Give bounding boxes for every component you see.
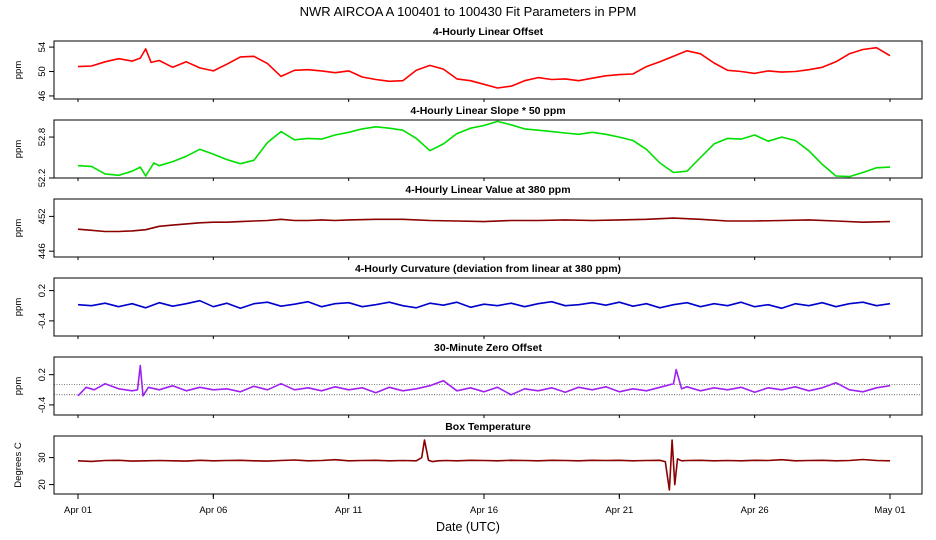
y-tick-label: 0.2: [37, 284, 48, 297]
y-tick-label: 50: [37, 66, 48, 77]
x-tick-label: Apr 01: [64, 505, 92, 516]
panel-title: Box Temperature: [445, 421, 531, 433]
panel-frame: [53, 356, 923, 416]
y-tick-label: 0.2: [37, 368, 48, 381]
series-line: [77, 364, 891, 397]
panel-title: 4-Hourly Linear Slope * 50 ppm: [410, 105, 565, 117]
y-axis-label: ppm: [13, 61, 24, 80]
x-tick-label: Apr 26: [741, 505, 769, 516]
panel-1: 4-Hourly Linear Offset ppm 46 50 54: [13, 26, 923, 102]
x-axis-label: Date (UTC): [436, 520, 500, 534]
panel-title: 30-Minute Zero Offset: [434, 342, 542, 354]
panel-6: Box Temperature Degrees C 20 30: [13, 421, 923, 497]
y-axis-label: ppm: [13, 219, 24, 238]
panel-frame: [53, 119, 923, 179]
panel-3: 4-Hourly Linear Value at 380 ppm ppm 446 45…: [13, 184, 923, 260]
series-line: [77, 439, 891, 491]
y-tick-label: 20: [37, 479, 48, 490]
y-tick-label: 52.2: [37, 169, 48, 188]
series-line: [77, 120, 891, 178]
panel-2: 4-Hourly Linear Slope * 50 ppm ppm 52.2 52.…: [13, 105, 923, 188]
y-tick-label: 52.8: [37, 128, 48, 147]
panel-frame: [53, 277, 923, 337]
panel-title: 4-Hourly Curvature (deviation from linea…: [355, 263, 621, 275]
y-axis-label: ppm: [13, 377, 24, 396]
panel-frame: [53, 198, 923, 258]
chart-panels: 4-Hourly Linear Offsetppm4650544-Hourly …: [13, 26, 923, 497]
x-tick-label: Apr 16: [470, 505, 498, 516]
y-tick-label: 30: [37, 452, 48, 463]
y-tick-label: 54: [37, 42, 48, 53]
panel-5: 30-Minute Zero Offset ppm -0.4 0.2: [13, 342, 923, 418]
series-line: [77, 46, 891, 89]
x-tick-label: Apr 21: [605, 505, 633, 516]
chart-title: NWR AIRCOA A 100401 to 100430 Fit Parame…: [300, 4, 637, 19]
y-tick-label: 446: [37, 243, 48, 259]
y-tick-label: 46: [37, 91, 48, 102]
y-axis-label: Degrees C: [13, 442, 24, 488]
series-line: [77, 299, 891, 310]
panel-4: 4-Hourly Curvature (deviation from linea…: [13, 263, 923, 339]
panel-title: 4-Hourly Linear Offset: [433, 26, 544, 38]
y-tick-label: -0.4: [37, 313, 48, 329]
panel-frame: [53, 40, 923, 100]
y-tick-label: -0.4: [37, 397, 48, 413]
x-tick-label: Apr 06: [199, 505, 227, 516]
x-tick-label: May 01: [874, 505, 905, 516]
panel-title: 4-Hourly Linear Value at 380 ppm: [405, 184, 570, 196]
panel-frame: [53, 435, 923, 495]
series-line: [77, 217, 891, 233]
x-tick-label: Apr 11: [335, 505, 362, 516]
y-axis-label: ppm: [13, 140, 24, 159]
x-axis: Apr 01 Apr 06 Apr 11 Apr 16 Apr 21 Apr 26 May …: [64, 494, 906, 516]
y-axis-label: ppm: [13, 298, 24, 317]
y-tick-label: 452: [37, 208, 48, 224]
